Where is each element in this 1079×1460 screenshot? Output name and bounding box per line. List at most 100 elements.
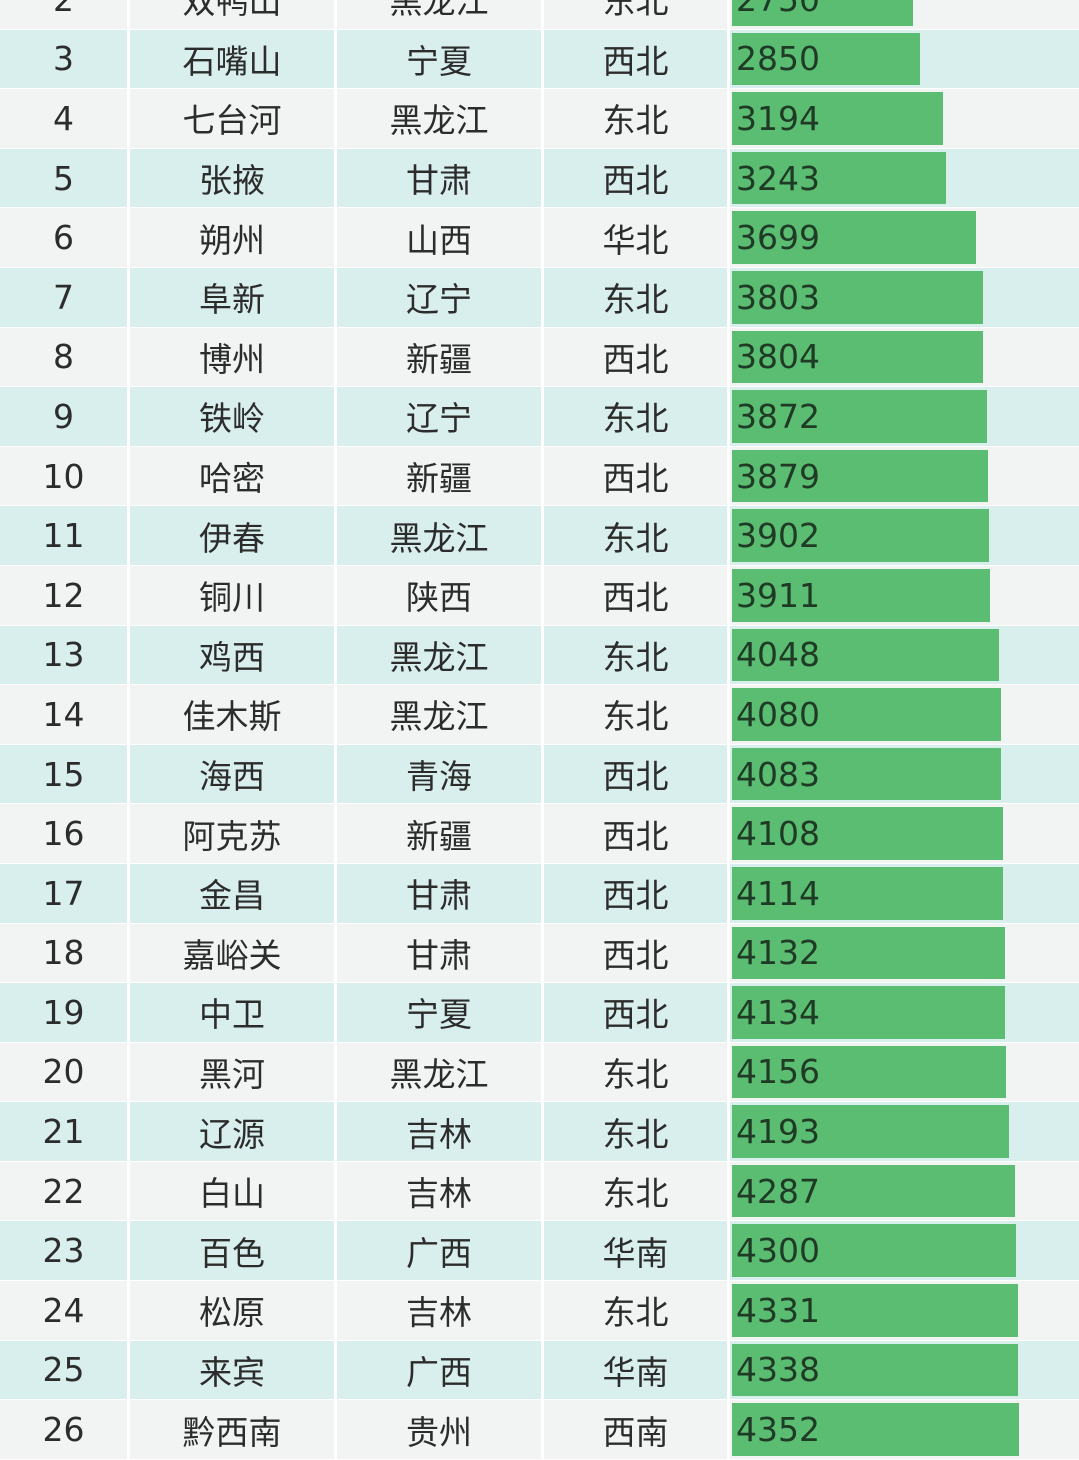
table-row: 10 哈密 新疆 西北 3879 <box>0 446 1079 507</box>
value-label: 4338 <box>736 1350 820 1390</box>
value-bar <box>732 449 988 503</box>
province-cell: 辽宁 <box>337 267 544 327</box>
region-cell: 西南 <box>544 1400 730 1459</box>
table-row: 26 黔西南 贵州 西南 4352 <box>0 1400 1079 1460</box>
region-cell: 华北 <box>544 208 730 267</box>
city-cell: 海西 <box>130 744 337 804</box>
rank-cell: 20 <box>0 1042 130 1102</box>
rank-cell: 14 <box>0 685 130 744</box>
table-row: 16 阿克苏 新疆 西北 4108 <box>0 804 1079 864</box>
value-bar-cell: 2850 <box>730 30 1079 89</box>
city-cell: 双鸭山 <box>130 0 337 29</box>
city-cell: 松原 <box>130 1281 337 1340</box>
value-bar <box>732 747 1001 801</box>
region-cell: 东北 <box>544 1042 730 1102</box>
value-bar-cell: 4193 <box>730 1102 1079 1161</box>
value-bar <box>732 807 1003 860</box>
city-cell: 朔州 <box>130 208 337 267</box>
value-label: 4331 <box>736 1290 820 1330</box>
region-cell: 华南 <box>544 1221 730 1281</box>
rank-cell: 21 <box>0 1102 130 1161</box>
province-cell: 黑龙江 <box>337 506 544 565</box>
value-bar-cell: 3911 <box>730 566 1079 625</box>
value-bar-cell: 3194 <box>730 89 1079 148</box>
value-bar <box>732 688 1001 741</box>
value-label: 4352 <box>736 1410 820 1450</box>
rank-cell: 2 <box>0 0 130 29</box>
value-bar-cell: 3879 <box>730 447 1079 506</box>
city-cell: 张掖 <box>130 148 337 208</box>
province-cell: 新疆 <box>337 446 544 506</box>
value-label: 4114 <box>736 873 820 913</box>
value-bar <box>732 1284 1018 1337</box>
value-label: 4287 <box>736 1171 820 1211</box>
region-cell: 东北 <box>544 1281 730 1340</box>
region-cell: 东北 <box>544 1161 730 1221</box>
city-cell: 佳木斯 <box>130 685 337 744</box>
table-row: 8 博州 新疆 西北 3804 <box>0 327 1079 388</box>
table-row: 7 阜新 辽宁 东北 3803 <box>0 267 1079 328</box>
value-bar-cell: 3243 <box>730 149 1079 208</box>
city-cell: 辽源 <box>130 1102 337 1161</box>
city-cell: 白山 <box>130 1161 337 1221</box>
value-label: 3699 <box>736 218 820 258</box>
province-cell: 山西 <box>337 208 544 267</box>
rank-cell: 19 <box>0 983 130 1042</box>
value-bar <box>732 1105 1009 1158</box>
value-label: 3243 <box>736 158 820 198</box>
province-cell: 广西 <box>337 1221 544 1281</box>
region-cell: 西北 <box>544 744 730 804</box>
table-row: 9 铁岭 辽宁 东北 3872 <box>0 387 1079 447</box>
value-bar-cell: 4080 <box>730 685 1079 744</box>
table-row: 15 海西 青海 西北 4083 <box>0 744 1079 805</box>
value-bar-cell: 2750 <box>730 0 1079 29</box>
rank-cell: 6 <box>0 208 130 267</box>
value-bar <box>732 866 1003 920</box>
value-bar <box>732 1164 1015 1218</box>
city-cell: 铁岭 <box>130 387 337 446</box>
value-bar <box>732 330 983 384</box>
rank-cell: 15 <box>0 744 130 804</box>
table-row: 24 松原 吉林 东北 4331 <box>0 1281 1079 1341</box>
city-cell: 石嘴山 <box>130 29 337 89</box>
value-bar <box>732 92 943 145</box>
city-cell: 黑河 <box>130 1042 337 1102</box>
rank-cell: 3 <box>0 29 130 89</box>
city-cell: 阜新 <box>130 267 337 327</box>
city-cell: 中卫 <box>130 983 337 1042</box>
province-cell: 黑龙江 <box>337 685 544 744</box>
value-bar-cell: 3902 <box>730 506 1079 565</box>
value-bar-cell: 3699 <box>730 208 1079 267</box>
value-label: 3804 <box>736 337 820 377</box>
table-row: 13 鸡西 黑龙江 东北 4048 <box>0 625 1079 686</box>
city-cell: 来宾 <box>130 1340 337 1400</box>
value-bar-cell: 4114 <box>730 864 1079 923</box>
value-bar <box>732 270 983 324</box>
table-row: 17 金昌 甘肃 西北 4114 <box>0 863 1079 924</box>
table-row: 2双鸭山黑龙江东北2750 <box>0 0 1079 30</box>
province-cell: 广西 <box>337 1340 544 1400</box>
value-bar-cell: 4300 <box>730 1221 1079 1280</box>
value-bar-cell: 3803 <box>730 268 1079 327</box>
value-bar <box>732 509 989 562</box>
value-label: 4134 <box>736 992 820 1032</box>
table-row: 20 黑河 黑龙江 东北 4156 <box>0 1042 1079 1103</box>
value-label: 3872 <box>736 396 820 436</box>
region-cell: 东北 <box>544 387 730 446</box>
province-cell: 贵州 <box>337 1400 544 1459</box>
value-bar-cell: 4132 <box>730 924 1079 983</box>
province-cell: 宁夏 <box>337 983 544 1042</box>
value-bar-cell: 4048 <box>730 626 1079 685</box>
rank-cell: 18 <box>0 923 130 983</box>
city-cell: 鸡西 <box>130 625 337 685</box>
rank-cell: 25 <box>0 1340 130 1400</box>
value-bar <box>732 32 920 86</box>
rank-cell: 22 <box>0 1161 130 1221</box>
region-cell: 东北 <box>544 1102 730 1161</box>
rank-cell: 13 <box>0 625 130 685</box>
region-cell: 西北 <box>544 148 730 208</box>
province-cell: 黑龙江 <box>337 625 544 685</box>
region-cell: 西北 <box>544 446 730 506</box>
province-cell: 辽宁 <box>337 387 544 446</box>
region-cell: 西北 <box>544 29 730 89</box>
